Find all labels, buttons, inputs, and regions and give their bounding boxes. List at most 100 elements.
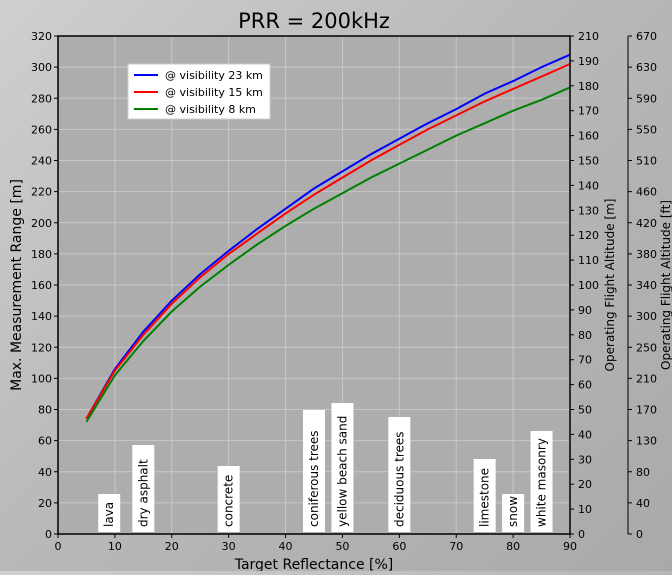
right-m-tick-label: 30 (578, 453, 592, 466)
right-m-tick-label: 80 (578, 329, 592, 342)
right-m-tick-label: 170 (578, 105, 599, 118)
y-tick-label: 320 (31, 30, 52, 43)
right-m-tick-label: 50 (578, 404, 592, 417)
right-ft-tick-label: 420 (636, 217, 657, 230)
y-axis-label: Max. Measurement Range [m] (9, 179, 25, 391)
right-ft-tick-label: 210 (636, 372, 657, 385)
x-tick-label: 40 (279, 540, 293, 553)
annotation-box (217, 466, 240, 532)
annotation-label: concrete (222, 475, 236, 527)
chart-title: PRR = 200kHz (238, 9, 390, 33)
annotation-box (98, 494, 121, 532)
right-ft-tick-label: 590 (636, 92, 657, 105)
right-m-tick-label: 140 (578, 179, 599, 192)
annotation-box (530, 431, 553, 532)
x-tick-label: 50 (335, 540, 349, 553)
y-tick-label: 200 (31, 217, 52, 230)
right-ft-tick-label: 460 (636, 186, 657, 199)
y-tick-label: 160 (31, 279, 52, 292)
x-tick-label: 70 (449, 540, 463, 553)
right-m-tick-label: 160 (578, 130, 599, 143)
right-ft-tick-label: 300 (636, 310, 657, 323)
right-m-tick-label: 100 (578, 279, 599, 292)
right-ft-tick-label: 170 (636, 404, 657, 417)
y-tick-label: 140 (31, 310, 52, 323)
y-tick-label: 40 (38, 466, 52, 479)
legend: @ visibility 23 km @ visibility 15 km @ vi… (127, 63, 271, 120)
annotation-box (388, 417, 411, 532)
x-tick-label: 0 (55, 540, 62, 553)
y-tick-label: 120 (31, 341, 52, 354)
right-m-tick-label: 210 (578, 30, 599, 43)
annotation-label: snow (506, 496, 520, 527)
right-axis-label-m: Operating Flight Altitude [m] (603, 199, 617, 372)
right-m-tick-label: 120 (578, 229, 599, 242)
x-tick-label: 10 (108, 540, 122, 553)
right-ft-tick-label: 80 (636, 466, 650, 479)
right-m-tick-label: 190 (578, 55, 599, 68)
legend-label: @ visibility 23 km (165, 69, 263, 82)
axes: 0 10 20 30 40 50 60 70 80 90020406080100120140160… (31, 30, 657, 553)
right-ft-tick-label: 340 (636, 279, 657, 292)
x-tick-label: 90 (563, 540, 577, 553)
annotation-label: dry asphalt (136, 459, 150, 527)
annotation-label: deciduous trees (392, 431, 406, 527)
x-axis-label: Target Reflectance [%] (234, 557, 394, 571)
annotation-label: coniferous trees (307, 430, 321, 527)
right-ft-tick-label: 250 (636, 341, 657, 354)
right-m-tick-label: 10 (578, 503, 592, 516)
annotation-box (132, 445, 155, 532)
annotation-label: lava (102, 502, 116, 527)
right-m-tick-label: 20 (578, 478, 592, 491)
y-tick-label: 0 (45, 528, 52, 541)
annotation-label: white masonry (535, 438, 549, 527)
y-tick-label: 240 (31, 155, 52, 168)
y-tick-label: 280 (31, 92, 52, 105)
right-ft-tick-label: 510 (636, 155, 657, 168)
series-line (85, 53, 571, 420)
annotation-label: limestone (478, 468, 492, 527)
annotation-box (502, 494, 525, 532)
right-axis-label-ft: Operating Flight Altitude [ft] (659, 200, 672, 370)
right-m-tick-label: 40 (578, 428, 592, 441)
legend-label: @ visibility 15 km (165, 86, 263, 99)
annotation-box (331, 403, 354, 532)
y-tick-label: 260 (31, 123, 52, 136)
right-ft-tick-label: 130 (636, 435, 657, 448)
annotation-label: yellow beach sand (335, 416, 349, 527)
right-m-tick-label: 180 (578, 80, 599, 93)
y-tick-label: 80 (38, 404, 52, 417)
y-tick-label: 60 (38, 435, 52, 448)
x-tick-label: 30 (222, 540, 236, 553)
legend-label: @ visibility 8 km (165, 103, 256, 116)
right-ft-tick-label: 630 (636, 61, 657, 74)
x-tick-label: 20 (165, 540, 179, 553)
right-m-tick-label: 150 (578, 155, 599, 168)
right-ft-tick-label: 670 (636, 30, 657, 43)
y-tick-label: 300 (31, 61, 52, 74)
right-ft-tick-label: 40 (636, 497, 650, 510)
y-tick-label: 100 (31, 372, 52, 385)
right-ft-tick-label: 380 (636, 248, 657, 261)
right-ft-tick-label: 550 (636, 123, 657, 136)
x-tick-label: 60 (392, 540, 406, 553)
right-ft-tick-label: 0 (636, 528, 643, 541)
annotation-box (473, 459, 496, 532)
right-m-tick-label: 130 (578, 204, 599, 217)
right-m-tick-label: 70 (578, 354, 592, 367)
series-line (85, 86, 571, 423)
y-tick-label: 220 (31, 186, 52, 199)
right-m-tick-label: 0 (578, 528, 585, 541)
right-m-tick-label: 110 (578, 254, 599, 267)
annotation-box (303, 410, 325, 532)
y-tick-label: 20 (38, 497, 52, 510)
annotation-layer: lava dry asphalt concrete coniferous trees y… (98, 403, 553, 532)
series-layer (85, 53, 571, 423)
x-tick-label: 80 (506, 540, 520, 553)
y-tick-label: 180 (31, 248, 52, 261)
series-line (85, 63, 571, 420)
right-m-tick-label: 90 (578, 304, 592, 317)
right-m-tick-label: 60 (578, 379, 592, 392)
